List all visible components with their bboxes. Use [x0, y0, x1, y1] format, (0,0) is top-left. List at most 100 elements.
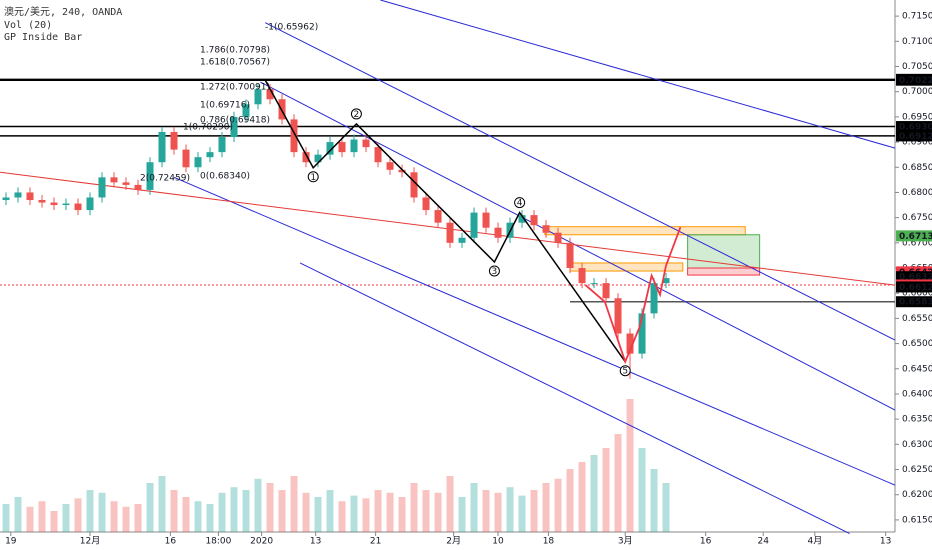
candle-body [182, 149, 190, 168]
x-tick-label: 16 [165, 537, 177, 547]
candle-body [134, 184, 142, 190]
x-tick-label: 3月 [618, 536, 633, 547]
volume-bar [314, 497, 322, 532]
wave-label: 2 [354, 110, 360, 120]
candle-body [206, 152, 214, 158]
volume-bar [470, 483, 478, 532]
volume-bar [62, 504, 70, 532]
wave-line [264, 79, 626, 363]
price-tag-label: 0.70228 [899, 76, 932, 86]
x-tick-label: 13 [310, 537, 321, 547]
volume-bar [122, 506, 130, 532]
candle-body [374, 147, 382, 163]
x-tick-label: 10 [492, 537, 504, 547]
price-tag [896, 271, 932, 283]
candle-body [410, 172, 418, 198]
wave-marker [350, 108, 362, 120]
candle-body [494, 227, 502, 238]
zone-box [687, 267, 761, 276]
fib-label: 1.618(0.70567) [200, 58, 270, 68]
channel-line [264, 22, 896, 341]
candle-body [362, 139, 370, 148]
candle-body [350, 139, 358, 153]
wave-label: 3 [492, 267, 498, 277]
x-tick-label: 2020 [250, 537, 273, 547]
volume-bar [254, 478, 262, 532]
wave-label: 5 [622, 367, 628, 377]
fib-label: 2(0.72459) [140, 174, 190, 184]
price-tag-label: 0.65831 [899, 298, 932, 308]
volume-bar [662, 483, 670, 532]
candle-body [446, 222, 454, 243]
channel-line [299, 262, 850, 534]
volume-bar [554, 478, 562, 532]
candle-body [578, 268, 586, 284]
volume-bar [482, 490, 490, 532]
volume-bar [614, 434, 622, 532]
volume-bar [542, 483, 550, 532]
price-tag-label: 0.69122 [899, 132, 932, 142]
fib-label: 0.786(0.69418) [200, 116, 270, 126]
volume-bar [182, 497, 190, 532]
x-tick-label: 13 [880, 537, 891, 547]
candle-body [338, 142, 346, 153]
candle-body [218, 137, 226, 153]
candle-body [302, 152, 310, 163]
volume-bar [290, 476, 298, 532]
candle-body [650, 283, 658, 314]
price-tag-label: 0.69308 [899, 123, 932, 133]
candle-body [566, 242, 574, 269]
volume-bar [230, 487, 238, 532]
volume-bar [2, 504, 10, 532]
fib-label: 1.272(0.70091) [200, 83, 270, 93]
candle-body [638, 313, 646, 354]
volume-bar [386, 492, 394, 532]
volume-bar [530, 490, 538, 532]
price-tag [896, 130, 932, 142]
candle-body [530, 215, 538, 226]
volume-bar [434, 492, 442, 532]
fib-label: 0(0.68340) [200, 172, 250, 182]
fib-label: 1(0.70290) [183, 123, 233, 133]
candle-body [14, 192, 22, 198]
candle-body [602, 283, 610, 299]
volume-bar [110, 501, 118, 532]
volume-bar [158, 476, 166, 532]
candle-body [458, 237, 466, 243]
volume-bar [410, 483, 418, 532]
candle-body [554, 232, 562, 243]
zone-box [687, 234, 761, 269]
price-tag-label: 0.67138 [899, 232, 932, 242]
volume-bar [98, 492, 106, 532]
x-tick-label: 2月 [446, 536, 461, 547]
candle-body [254, 89, 262, 105]
volume-bar [242, 490, 250, 532]
volume-bar [146, 483, 154, 532]
wave-marker [307, 171, 319, 183]
volume-bar [374, 490, 382, 532]
indicator-label: GP Inside Bar [4, 32, 82, 43]
volume-bar [50, 511, 58, 532]
price-tag [896, 281, 932, 293]
volume-bar [350, 495, 358, 532]
x-tick-label: 18:00 [205, 537, 231, 547]
volume-bar [38, 501, 46, 532]
wave-label: 1 [310, 173, 316, 183]
volume-bar [506, 487, 514, 532]
projection-line [585, 226, 682, 365]
x-tick-label: 18 [543, 537, 555, 547]
volume-bar [26, 506, 34, 532]
zone-box [544, 226, 746, 236]
candle-body [170, 131, 178, 150]
